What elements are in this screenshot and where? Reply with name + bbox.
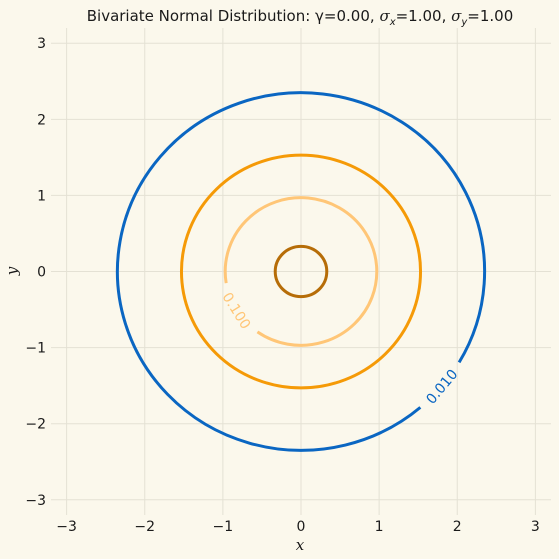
x-tick-labels: −3 −2 −1 0 1 2 3 bbox=[56, 519, 540, 535]
x-axis-label: x bbox=[296, 536, 305, 554]
y-tick-label: −1 bbox=[25, 341, 46, 357]
chart-title: Bivariate Normal Distribution: γ=0.00, σ… bbox=[87, 7, 514, 28]
y-tick-label: 2 bbox=[37, 112, 46, 128]
x-tick-label: −1 bbox=[213, 519, 234, 535]
x-tick-label: 3 bbox=[531, 519, 540, 535]
x-tick-label: 1 bbox=[375, 519, 384, 535]
contour-line bbox=[115, 91, 487, 452]
contour-line bbox=[179, 153, 423, 390]
grid bbox=[51, 28, 551, 515]
x-tick-label: −3 bbox=[56, 519, 77, 535]
y-tick-label: 1 bbox=[37, 188, 46, 204]
x-tick-label: −2 bbox=[134, 519, 155, 535]
x-tick-label: 0 bbox=[297, 519, 306, 535]
contour-lines bbox=[115, 91, 487, 452]
y-tick-labels: −3 −2 −1 0 1 2 3 bbox=[25, 36, 46, 509]
contour-labels: 0.010 0.100 bbox=[218, 290, 461, 408]
contour-line bbox=[223, 196, 379, 347]
contour-label: 0.100 bbox=[218, 290, 253, 332]
y-axis-label: y bbox=[3, 266, 21, 276]
contour-label: 0.010 bbox=[423, 367, 461, 408]
y-tick-label: −2 bbox=[25, 417, 46, 433]
y-tick-label: −3 bbox=[25, 493, 46, 509]
contour-line bbox=[273, 244, 329, 299]
y-tick-label: 0 bbox=[37, 265, 46, 281]
y-tick-label: 3 bbox=[37, 36, 46, 52]
x-tick-label: 2 bbox=[453, 519, 462, 535]
